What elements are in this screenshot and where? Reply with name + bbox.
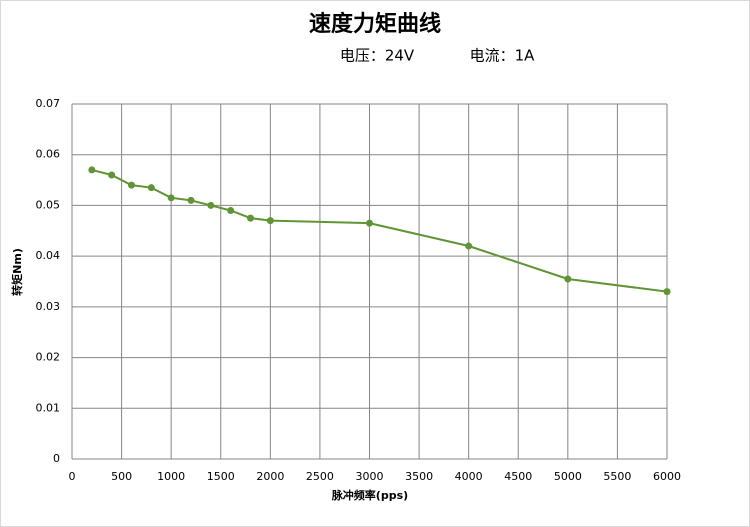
x-axis-label: 脉冲频率(pps) — [331, 488, 408, 502]
data-point — [227, 207, 235, 214]
y-tick-label: 0.05 — [36, 198, 61, 211]
data-point — [564, 275, 572, 283]
chart-title: 速度力矩曲线 — [309, 11, 441, 37]
x-tick-label: 2500 — [306, 470, 334, 483]
y-tick-label: 0.01 — [36, 401, 61, 414]
annotation: 电压：24V — [340, 47, 415, 65]
data-point — [88, 166, 96, 174]
x-tick-label: 6000 — [653, 470, 681, 483]
data-point — [108, 171, 116, 179]
y-tick-label: 0.02 — [36, 351, 61, 364]
x-tick-label: 5500 — [603, 470, 631, 483]
x-tick-label: 2000 — [256, 470, 284, 483]
x-tick-label: 3500 — [405, 470, 433, 483]
y-axis-label: 转矩Nm) — [10, 248, 24, 296]
data-point — [366, 219, 373, 227]
x-tick-label: 1500 — [207, 470, 235, 483]
x-tick-label: 1000 — [157, 470, 185, 483]
data-point — [187, 196, 195, 204]
x-tick-label: 4000 — [455, 470, 483, 483]
data-point — [247, 214, 254, 222]
data-point — [465, 242, 473, 250]
data-point — [147, 184, 155, 192]
data-point — [663, 288, 671, 296]
data-point — [266, 217, 274, 225]
x-tick-label: 3000 — [356, 470, 384, 483]
data-point — [207, 201, 215, 209]
y-tick-label: 0.04 — [36, 249, 61, 262]
x-tick-label: 0 — [69, 470, 76, 483]
y-tick-label: 0 — [53, 452, 60, 465]
x-tick-label: 4500 — [504, 470, 532, 483]
data-point — [128, 181, 135, 189]
data-point — [167, 194, 175, 202]
y-tick-label: 0.07 — [36, 97, 61, 110]
annotation: 电流：1A — [470, 47, 536, 65]
y-tick-label: 0.06 — [36, 148, 61, 161]
y-tick-label: 0.03 — [36, 300, 61, 313]
x-tick-label: 500 — [111, 470, 132, 483]
x-tick-label: 5000 — [554, 470, 582, 483]
